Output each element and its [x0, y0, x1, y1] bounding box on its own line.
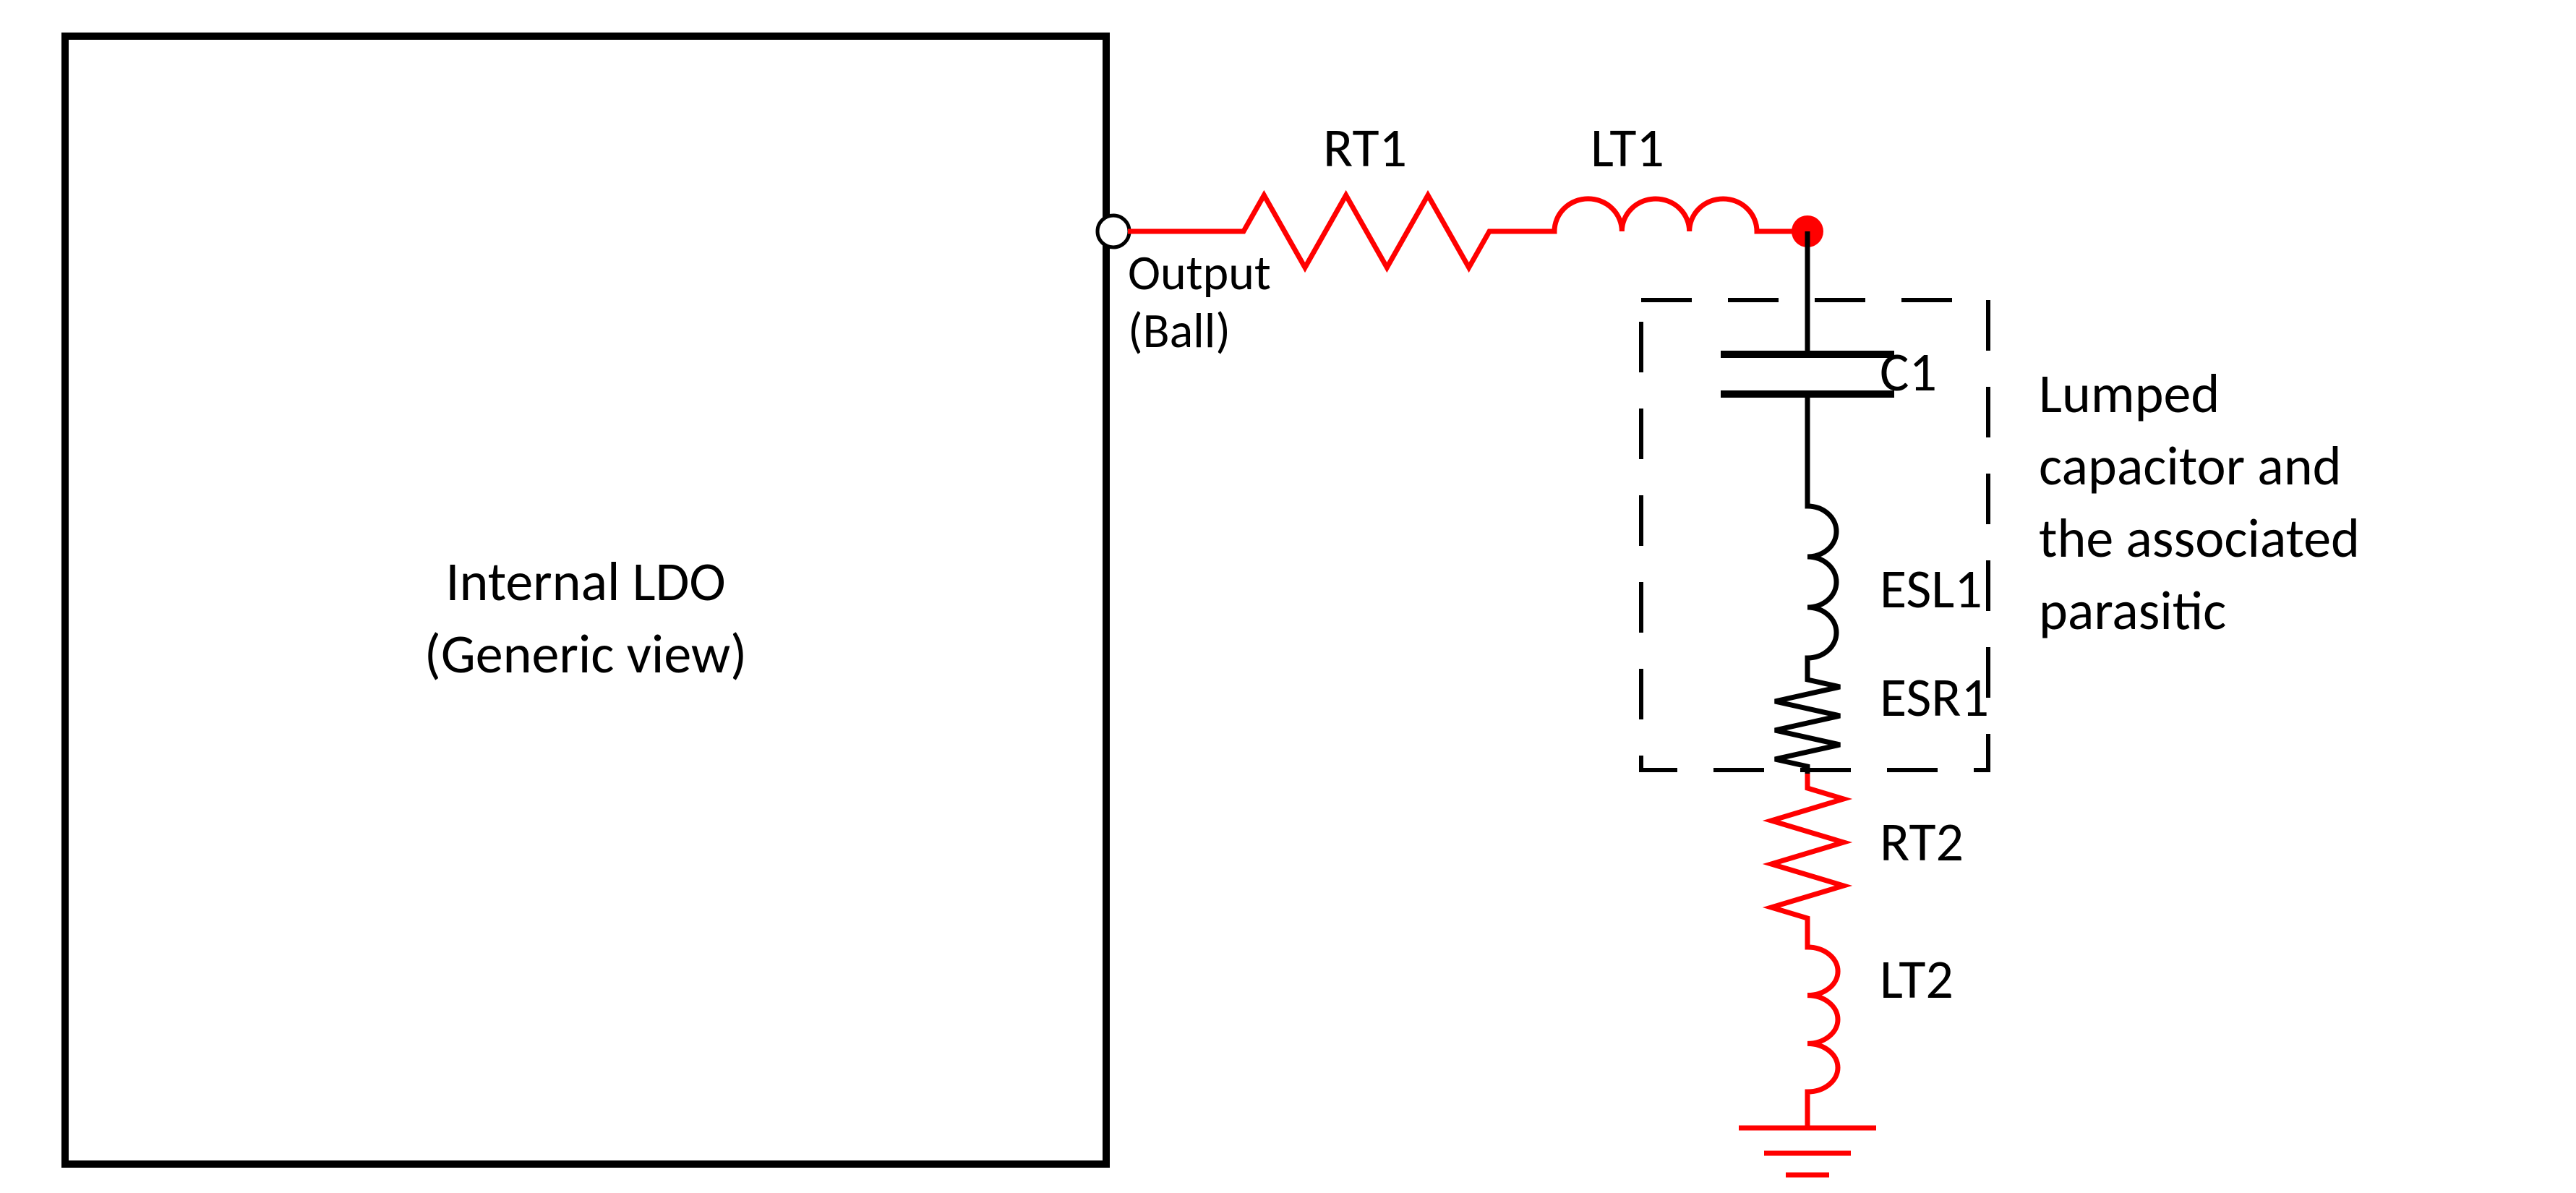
output-ball-icon	[1097, 215, 1129, 247]
ldo-label-line1: Internal LDO	[445, 549, 725, 615]
side-text-line-2: the associated	[2039, 505, 2360, 572]
side-text-line-3: parasitic	[2039, 578, 2226, 644]
c1-label: C1	[1880, 339, 1937, 406]
ldo-label-line2: (Generic view)	[424, 621, 747, 688]
rt1-label: RT1	[1323, 115, 1407, 181]
output-label-line2: (Ball)	[1128, 301, 1231, 361]
esr1-label: ESR1	[1880, 664, 1989, 731]
esr1-resistor-icon	[1775, 672, 1840, 774]
side-text-line-0: Lumped	[2039, 361, 2220, 427]
output-label-line1: Output	[1128, 243, 1271, 303]
lt1-inductor-icon	[1526, 199, 1807, 231]
side-text-line-1: capacitor and	[2039, 433, 2342, 500]
esl1-inductor-icon	[1807, 481, 1836, 672]
lt2-inductor-icon	[1807, 933, 1838, 1106]
lt2-label: LT2	[1880, 946, 1954, 1013]
lt1-label: LT1	[1591, 115, 1664, 181]
esl1-label: ESL1	[1880, 556, 1982, 623]
rt2-resistor-icon	[1771, 774, 1844, 933]
rt2-label: RT2	[1880, 809, 1964, 876]
